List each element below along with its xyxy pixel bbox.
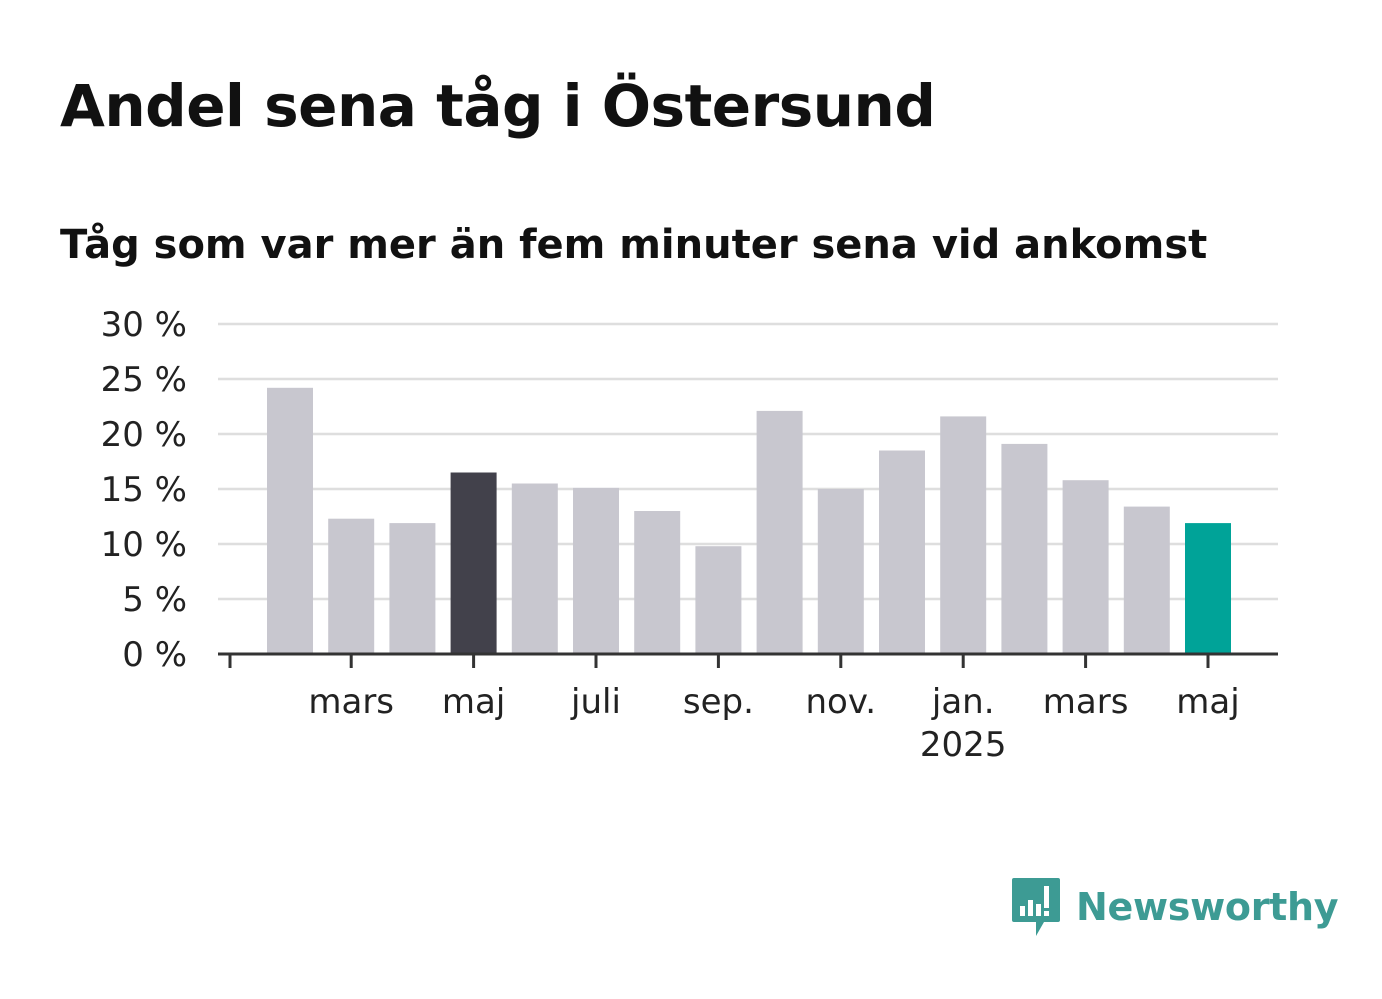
grid-lines (218, 322, 1278, 601)
bar-6 (634, 511, 681, 654)
brand-name: Newsworthy (1076, 885, 1339, 929)
bar-5 (573, 487, 619, 654)
y-tick-label: 25 % (101, 360, 187, 400)
x-tick-label: nov. (805, 682, 876, 722)
bar-10 (879, 450, 925, 654)
x-axis (218, 652, 1278, 668)
y-tick-label: 15 % (101, 470, 187, 510)
y-axis-labels: 0 % 5 % 10 % 15 % 20 % 25 % 30 % (101, 305, 187, 675)
y-tick-label: 5 % (122, 580, 187, 620)
newsworthy-logo-icon (1012, 878, 1060, 936)
chart-subtitle: Tåg som var mer än fem minuter sena vid … (60, 222, 1208, 268)
x-tick-year-label: 2025 (920, 725, 1007, 765)
bars (267, 387, 1231, 654)
newsworthy-logo: Newsworthy (1010, 876, 1339, 938)
y-tick-label: 30 % (101, 305, 187, 345)
bar-1 (328, 518, 375, 654)
x-tick-label: mars (1043, 682, 1129, 722)
bar-15 (1185, 523, 1231, 654)
y-tick-label: 10 % (101, 525, 187, 565)
x-tick-label: mars (308, 682, 394, 722)
y-tick-label: 0 % (122, 635, 187, 675)
bar-2 (389, 523, 436, 654)
bar-14 (1123, 506, 1170, 654)
x-tick-label: jan. (931, 682, 995, 722)
bar-9 (817, 489, 864, 654)
x-axis-labels: mars maj juli sep. nov. jan.2025 mars maj (308, 682, 1239, 765)
bar-8 (756, 410, 803, 654)
chart-title: Andel sena tåg i Östersund (60, 72, 936, 140)
y-tick-label: 20 % (101, 415, 187, 455)
bar-0 (267, 387, 313, 654)
x-tick-label: juli (570, 682, 621, 722)
x-tick-label: sep. (683, 682, 754, 722)
x-tick-label: maj (1176, 682, 1239, 722)
x-tick-label: maj (442, 682, 505, 722)
bar-4 (511, 483, 558, 654)
bar-12 (1001, 443, 1048, 654)
bar-13 (1062, 480, 1109, 654)
bar-11 (940, 416, 987, 654)
bar-7 (695, 546, 742, 654)
bar-3 (450, 472, 497, 654)
